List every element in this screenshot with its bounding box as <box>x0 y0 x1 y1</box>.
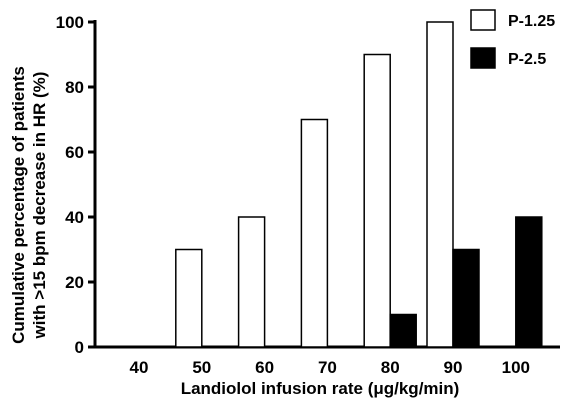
bar-p-2-5-80 <box>389 313 417 348</box>
y-axis-title-line-2: with >15 bpm decrease in HR (%) <box>30 72 49 340</box>
x-tick-label: 40 <box>130 358 149 377</box>
bar-p-1-25-80 <box>363 53 391 348</box>
y-tick-label: 60 <box>65 143 84 162</box>
x-tick-label: 80 <box>381 358 400 377</box>
bar-p-1-25-70 <box>300 118 329 348</box>
y-tick-label: 100 <box>56 13 84 32</box>
legend-label: P-1.25 <box>508 13 555 30</box>
legend-swatch <box>470 9 496 31</box>
bar-p-2-5-100 <box>515 216 543 348</box>
x-tick-label: 70 <box>318 358 337 377</box>
y-tick-label: 0 <box>75 338 84 357</box>
legend-swatch <box>470 47 496 69</box>
legend: P-1.25 P-2.5 <box>470 9 555 69</box>
y-tick-label: 40 <box>65 208 84 227</box>
x-tick-label: 50 <box>192 358 211 377</box>
x-tick-label: 60 <box>255 358 274 377</box>
x-tick-label: 90 <box>444 358 463 377</box>
bar-p-1-25-50 <box>175 248 203 348</box>
bar-p-1-25-90 <box>426 21 454 348</box>
y-axis-title-line-1: Cumulative percentage of patients <box>9 66 28 344</box>
legend-label: P-2.5 <box>508 51 546 68</box>
bars <box>175 21 543 348</box>
x-tick-label: 100 <box>502 358 530 377</box>
bar-p-2-5-90 <box>452 248 480 348</box>
y-tick-label: 80 <box>65 78 84 97</box>
bar-p-1-25-60 <box>237 216 266 348</box>
x-axis-title: Landiolol infusion rate (μg/kg/min) <box>181 379 460 398</box>
axes: 0 20 40 60 80 100 40 50 60 70 80 90 100 <box>56 13 560 377</box>
y-tick-label: 20 <box>65 273 84 292</box>
